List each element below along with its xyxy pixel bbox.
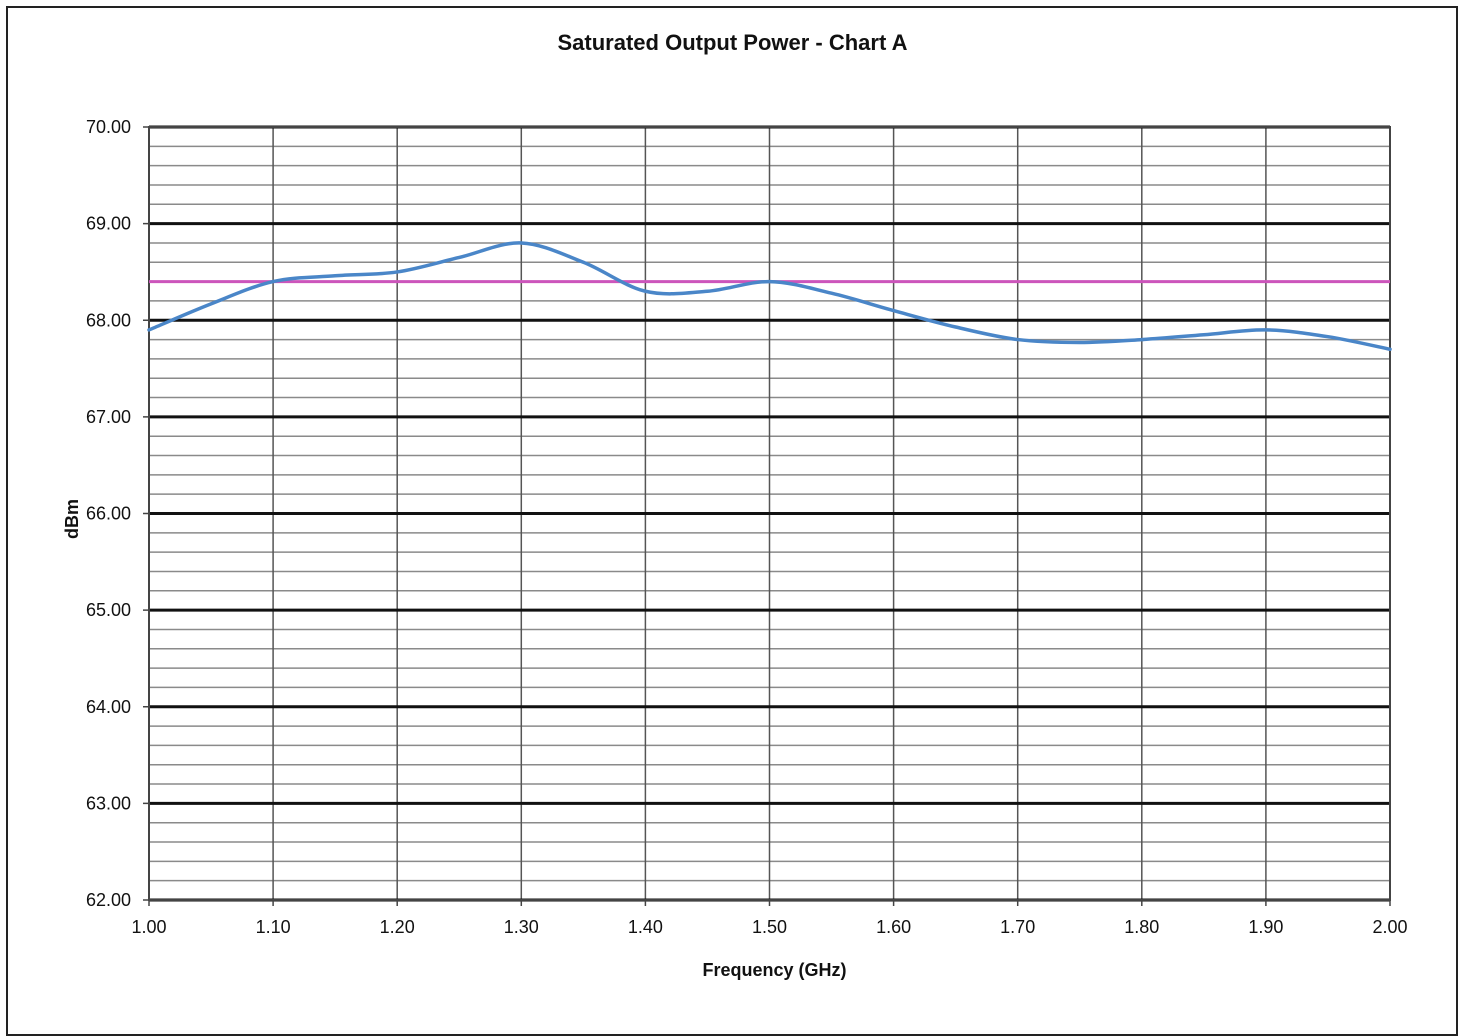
x-tick-label: 2.00 [1372,917,1407,937]
x-tick-label: 1.70 [1000,917,1035,937]
y-tick-label: 66.00 [86,504,131,524]
y-axis-label: dBm [62,499,82,539]
chart-title: Saturated Output Power - Chart A [557,30,908,55]
series-line [147,241,1392,351]
y-tick-label: 63.00 [86,793,131,813]
y-tick-label: 64.00 [86,697,131,717]
x-tick-label: 1.50 [752,917,787,937]
y-tick-label: 68.00 [86,310,131,330]
x-tick-label: 1.60 [876,917,911,937]
x-tick-label: 1.00 [131,917,166,937]
y-tick-label: 67.00 [86,407,131,427]
x-tick-label: 1.90 [1248,917,1283,937]
x-axis-label: Frequency (GHz) [702,960,846,980]
y-tick-label: 70.00 [86,117,131,137]
x-tick-label: 1.40 [628,917,663,937]
x-tick-label: 1.30 [504,917,539,937]
x-tick-label: 1.80 [1124,917,1159,937]
y-tick-label: 69.00 [86,214,131,234]
y-tick-label: 65.00 [86,600,131,620]
x-tick-label: 1.10 [256,917,291,937]
y-tick-label: 62.00 [86,890,131,910]
x-tick-label: 1.20 [380,917,415,937]
